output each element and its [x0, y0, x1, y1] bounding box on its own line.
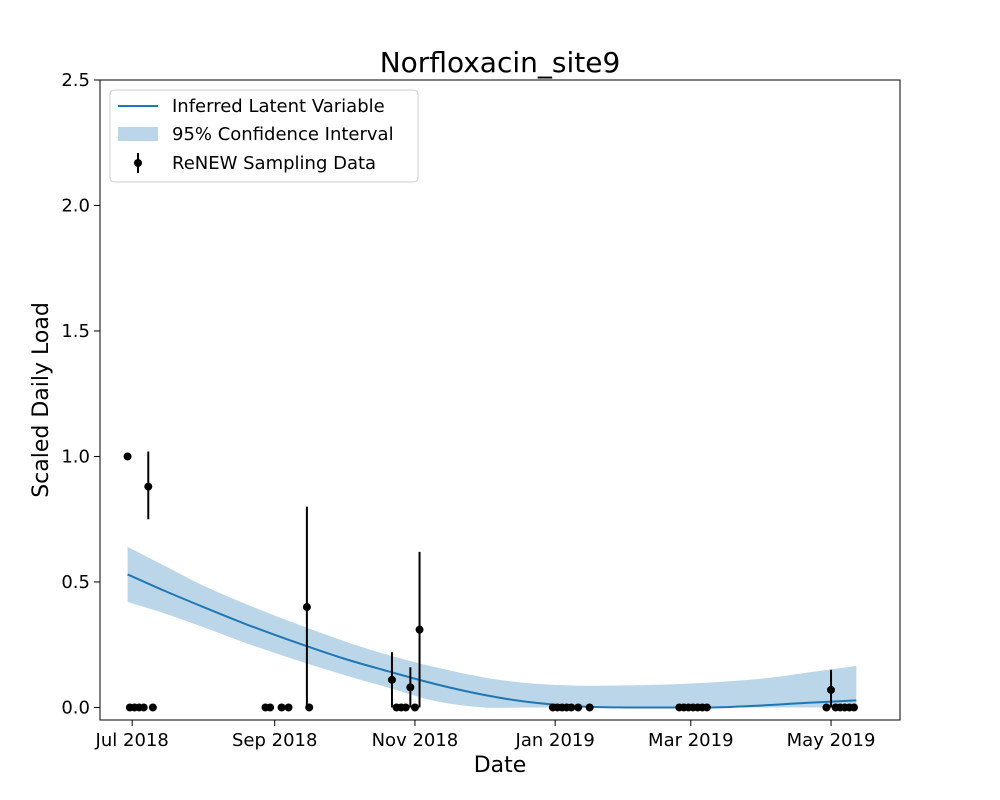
y-tick-label: 0.5	[61, 572, 90, 593]
legend-box	[109, 89, 419, 183]
sample-point	[302, 506, 311, 708]
y-tick-label: 1.5	[61, 321, 90, 342]
sample-marker	[401, 703, 410, 712]
latent-line	[127, 573, 857, 709]
sample-marker	[148, 703, 157, 712]
y-tick-label: 1.0	[61, 446, 90, 467]
sample-point	[850, 703, 859, 712]
sample-marker	[827, 685, 836, 694]
x-tick-label: Mar 2019	[648, 730, 734, 751]
sample-marker	[284, 703, 293, 712]
sample-marker	[702, 703, 711, 712]
plot-area	[123, 451, 859, 712]
sample-point	[567, 703, 576, 712]
sample-marker	[123, 452, 132, 461]
chart-title: Norfloxacin_site9	[380, 46, 621, 79]
x-tick-label: Nov 2018	[372, 730, 459, 751]
sample-point	[144, 451, 153, 520]
sample-point	[415, 551, 424, 708]
sample-marker	[585, 703, 594, 712]
y-tick-label: 0.0	[61, 697, 90, 718]
sample-point	[822, 703, 831, 712]
sample-point	[139, 703, 148, 712]
legend-label-ci: 95% Confidence Interval	[172, 124, 394, 145]
sample-point	[305, 703, 314, 712]
confidence-band	[127, 546, 857, 708]
sample-point	[277, 703, 286, 712]
sample-point	[410, 703, 419, 712]
sample-marker	[387, 675, 396, 684]
x-tick-label: Sep 2018	[232, 730, 317, 751]
sample-marker	[406, 683, 415, 692]
sample-marker	[850, 703, 859, 712]
sample-point	[585, 703, 594, 712]
sample-point	[401, 703, 410, 712]
y-tick-label: 2.5	[61, 70, 90, 91]
sample-point	[574, 703, 583, 712]
y-tick-label: 2.0	[61, 195, 90, 216]
legend-point-swatch	[134, 159, 142, 167]
y-axis-label: Scaled Daily Load	[29, 302, 54, 498]
sample-point	[406, 667, 415, 708]
sample-marker	[266, 703, 275, 712]
sample-marker	[822, 703, 831, 712]
sample-marker	[302, 603, 311, 612]
legend: Inferred Latent Variable 95% Confidence …	[109, 89, 419, 183]
sample-point	[148, 703, 157, 712]
sample-point	[827, 669, 836, 708]
sample-point	[266, 703, 275, 712]
x-tick-label: May 2019	[787, 730, 876, 751]
sample-point	[702, 703, 711, 712]
x-axis-label: Date	[474, 753, 527, 778]
sample-marker	[410, 703, 419, 712]
legend-label-samples: ReNEW Sampling Data	[172, 153, 376, 174]
sample-marker	[277, 703, 286, 712]
x-tick-label: Jan 2019	[515, 730, 595, 751]
sample-points	[123, 451, 859, 712]
x-tick-label: Jul 2018	[95, 730, 169, 751]
sample-marker	[574, 703, 583, 712]
sample-marker	[139, 703, 148, 712]
sample-point	[387, 652, 396, 708]
sample-marker	[415, 625, 424, 634]
x-axis-ticks: Jul 2018 Sep 2018 Nov 2018 Jan 2019 Mar 2019…	[95, 720, 876, 751]
legend-label-latent: Inferred Latent Variable	[172, 96, 385, 117]
plot-frame	[99, 79, 901, 721]
legend-band-swatch	[118, 127, 158, 141]
sample-point	[123, 452, 132, 461]
sample-marker	[144, 482, 153, 491]
sample-point	[284, 703, 293, 712]
y-axis-ticks: 0.0 0.5 1.0 1.5 2.0 2.5	[61, 70, 100, 718]
sample-marker	[567, 703, 576, 712]
sample-marker	[305, 703, 314, 712]
